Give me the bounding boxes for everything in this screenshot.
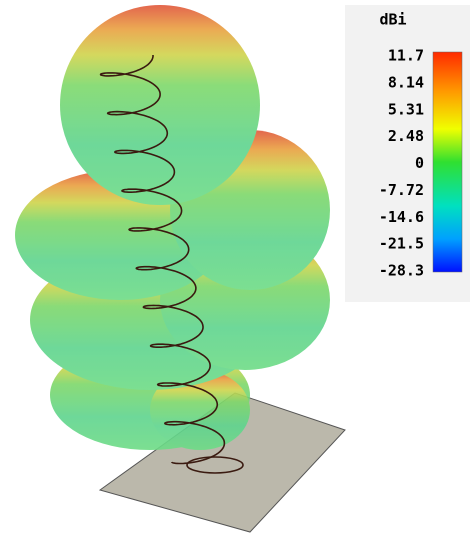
colorbar-label: -7.72 bbox=[379, 181, 424, 199]
colorbar bbox=[433, 52, 462, 272]
colorbar-label: -14.6 bbox=[379, 208, 424, 226]
colorbar-title: dBi bbox=[379, 11, 406, 29]
scene: dBi 11.7 8.14 5.31 2.48 0 -7.72 -14.6 -21.5 -28.… bbox=[0, 0, 473, 536]
colorbar-label: -21.5 bbox=[379, 235, 424, 253]
colorbar-label: 0 bbox=[415, 154, 424, 172]
colorbar-label: 11.7 bbox=[388, 47, 424, 65]
colorbar-label: -28.3 bbox=[379, 262, 424, 280]
colorbar-label: 5.31 bbox=[388, 100, 424, 118]
colorbar-label: 8.14 bbox=[388, 73, 424, 91]
lobe bbox=[60, 5, 260, 205]
colorbar-label: 2.48 bbox=[388, 127, 424, 145]
